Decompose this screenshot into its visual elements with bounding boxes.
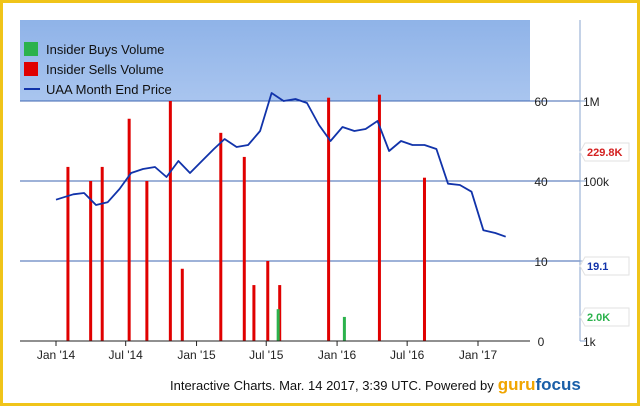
y-axis-ticks: 01040601k10k100k1M xyxy=(534,95,610,349)
sell-bar-9 xyxy=(252,285,256,341)
sell-bar-14 xyxy=(422,177,426,341)
footer-text: Interactive Charts. Mar. 14 2017, 3:39 U… xyxy=(170,377,494,393)
sell-bar-4 xyxy=(145,181,149,341)
sell-bar-13 xyxy=(377,94,381,341)
x-tick-label-4: Jan '16 xyxy=(318,348,357,362)
legend-swatch-0 xyxy=(24,42,38,56)
value-badges: 229.8K 19.1 2.0K xyxy=(579,142,630,327)
legend-label-2: UAA Month End Price xyxy=(46,82,172,97)
volume-bars xyxy=(66,94,426,342)
buy-bar-0 xyxy=(276,309,280,341)
sell-bar-7 xyxy=(219,132,223,341)
gurufocus-logo[interactable]: guru focus xyxy=(498,375,581,395)
volume-tick-label-0: 1k xyxy=(583,335,597,349)
price-tick-label-2: 40 xyxy=(534,175,548,189)
legend-swatch-1 xyxy=(24,62,38,76)
badge-box-2 xyxy=(579,307,630,327)
price-line xyxy=(55,92,507,238)
sell-bar-0 xyxy=(66,166,70,341)
x-tick-label-3: Jul '15 xyxy=(249,348,284,362)
sell-bar-6 xyxy=(180,268,184,341)
brand-part2: focus xyxy=(535,375,581,394)
sell-bar-2 xyxy=(100,166,104,341)
legend-label-0: Insider Buys Volume xyxy=(46,42,165,57)
sell-bar-10 xyxy=(266,261,270,341)
x-tick-label-6: Jan '17 xyxy=(459,348,498,362)
price-tick-label-0: 0 xyxy=(538,335,545,349)
badge-box-0 xyxy=(579,142,630,162)
price-tick-label-3: 60 xyxy=(534,95,548,109)
badge-label-0: 229.8K xyxy=(587,147,623,159)
price-line-group xyxy=(55,92,507,238)
x-tick-label-2: Jan '15 xyxy=(177,348,216,362)
badge-label-1: 19.1 xyxy=(587,261,608,273)
volume-tick-label-3: 1M xyxy=(583,95,600,109)
volume-tick-label-2: 100k xyxy=(583,175,610,189)
price-tick-label-1: 10 xyxy=(534,255,548,269)
brand-part1: guru xyxy=(497,375,536,394)
sell-bar-5 xyxy=(168,101,172,341)
x-tick-label-5: Jul '16 xyxy=(390,348,425,362)
badge-label-2: 2.0K xyxy=(587,312,610,324)
sell-bar-8 xyxy=(242,156,246,341)
legend-label-1: Insider Sells Volume xyxy=(46,62,164,77)
legend: Insider Buys Volume Insider Sells Volume U… xyxy=(24,42,172,97)
badge-box-1 xyxy=(579,256,630,276)
x-tick-label-1: Jul '14 xyxy=(109,348,144,362)
sell-bar-1 xyxy=(89,181,93,341)
sell-bar-3 xyxy=(127,118,131,342)
legend-band xyxy=(20,20,530,101)
x-tick-label-0: Jan '14 xyxy=(37,348,76,362)
footer: Interactive Charts. Mar. 14 2017, 3:39 U… xyxy=(170,375,581,395)
sell-bar-11 xyxy=(278,285,282,341)
sell-bar-12 xyxy=(327,97,331,341)
buy-bar-1 xyxy=(342,316,346,341)
x-axis-ticks: Jan '14 Jul '14 Jan '15 Jul '15 Jan '16 Jul '… xyxy=(37,341,498,362)
